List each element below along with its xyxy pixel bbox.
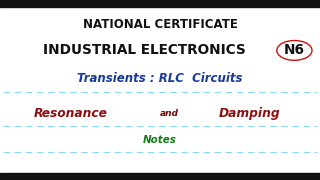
Text: and: and (160, 109, 179, 118)
Text: Damping: Damping (219, 107, 280, 120)
Text: Transients : RLC  Circuits: Transients : RLC Circuits (77, 72, 243, 85)
Text: N6: N6 (284, 43, 305, 57)
Text: Resonance: Resonance (34, 107, 107, 120)
Text: INDUSTRIAL ELECTRONICS: INDUSTRIAL ELECTRONICS (44, 43, 251, 57)
Text: NATIONAL CERTIFICATE: NATIONAL CERTIFICATE (83, 18, 237, 31)
Text: Notes: Notes (143, 135, 177, 145)
